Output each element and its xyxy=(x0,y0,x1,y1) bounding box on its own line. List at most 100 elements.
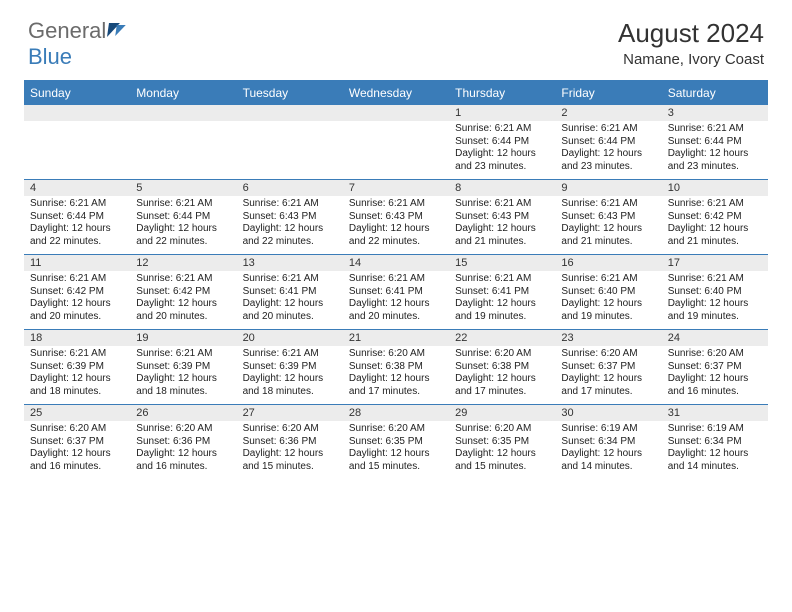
sunrise-text: Sunrise: 6:20 AM xyxy=(668,348,762,361)
day-number: 17 xyxy=(662,255,768,271)
day-detail: Sunrise: 6:20 AMSunset: 6:35 PMDaylight:… xyxy=(343,421,449,479)
daylight-text: Daylight: 12 hours and 22 minutes. xyxy=(136,223,230,248)
sunset-text: Sunset: 6:41 PM xyxy=(349,286,443,299)
daylight-text: Daylight: 12 hours and 15 minutes. xyxy=(243,448,337,473)
sunset-text: Sunset: 6:39 PM xyxy=(136,361,230,374)
day-number: 28 xyxy=(343,405,449,421)
day-detail: Sunrise: 6:20 AMSunset: 6:38 PMDaylight:… xyxy=(449,346,555,404)
day-number: 2 xyxy=(555,105,661,121)
daylight-text: Daylight: 12 hours and 14 minutes. xyxy=(561,448,655,473)
day-detail: Sunrise: 6:19 AMSunset: 6:34 PMDaylight:… xyxy=(662,421,768,479)
calendar-header-row: Sunday Monday Tuesday Wednesday Thursday… xyxy=(24,82,768,104)
day-detail: Sunrise: 6:19 AMSunset: 6:34 PMDaylight:… xyxy=(555,421,661,479)
calendar-cell: 8Sunrise: 6:21 AMSunset: 6:43 PMDaylight… xyxy=(449,180,555,254)
calendar-cell: 7Sunrise: 6:21 AMSunset: 6:43 PMDaylight… xyxy=(343,180,449,254)
sunrise-text: Sunrise: 6:21 AM xyxy=(349,198,443,211)
sunrise-text: Sunrise: 6:20 AM xyxy=(349,348,443,361)
day-detail: Sunrise: 6:21 AMSunset: 6:43 PMDaylight:… xyxy=(555,196,661,254)
day-detail: Sunrise: 6:21 AMSunset: 6:39 PMDaylight:… xyxy=(237,346,343,404)
day-detail: Sunrise: 6:20 AMSunset: 6:38 PMDaylight:… xyxy=(343,346,449,404)
daylight-text: Daylight: 12 hours and 19 minutes. xyxy=(561,298,655,323)
day-number xyxy=(237,105,343,121)
daylight-text: Daylight: 12 hours and 23 minutes. xyxy=(455,148,549,173)
sunrise-text: Sunrise: 6:21 AM xyxy=(136,273,230,286)
day-detail: Sunrise: 6:21 AMSunset: 6:43 PMDaylight:… xyxy=(343,196,449,254)
sunrise-text: Sunrise: 6:21 AM xyxy=(243,198,337,211)
sunrise-text: Sunrise: 6:20 AM xyxy=(455,423,549,436)
calendar-cell xyxy=(343,105,449,179)
daylight-text: Daylight: 12 hours and 21 minutes. xyxy=(455,223,549,248)
day-number: 23 xyxy=(555,330,661,346)
daylight-text: Daylight: 12 hours and 22 minutes. xyxy=(30,223,124,248)
day-detail: Sunrise: 6:21 AMSunset: 6:43 PMDaylight:… xyxy=(449,196,555,254)
daylight-text: Daylight: 12 hours and 18 minutes. xyxy=(30,373,124,398)
sunset-text: Sunset: 6:44 PM xyxy=(136,211,230,224)
day-detail: Sunrise: 6:21 AMSunset: 6:44 PMDaylight:… xyxy=(662,121,768,179)
sunset-text: Sunset: 6:41 PM xyxy=(455,286,549,299)
header-thursday: Thursday xyxy=(449,82,555,104)
month-title: August 2024 xyxy=(618,18,764,49)
calendar-cell: 24Sunrise: 6:20 AMSunset: 6:37 PMDayligh… xyxy=(662,330,768,404)
sunrise-text: Sunrise: 6:21 AM xyxy=(349,273,443,286)
day-number: 3 xyxy=(662,105,768,121)
day-detail: Sunrise: 6:20 AMSunset: 6:35 PMDaylight:… xyxy=(449,421,555,479)
sunset-text: Sunset: 6:43 PM xyxy=(561,211,655,224)
sunset-text: Sunset: 6:37 PM xyxy=(668,361,762,374)
day-number: 14 xyxy=(343,255,449,271)
calendar-body: 1Sunrise: 6:21 AMSunset: 6:44 PMDaylight… xyxy=(24,104,768,479)
day-number: 15 xyxy=(449,255,555,271)
daylight-text: Daylight: 12 hours and 22 minutes. xyxy=(349,223,443,248)
sunset-text: Sunset: 6:39 PM xyxy=(30,361,124,374)
calendar-cell xyxy=(130,105,236,179)
sunrise-text: Sunrise: 6:21 AM xyxy=(668,273,762,286)
day-number: 30 xyxy=(555,405,661,421)
sunrise-text: Sunrise: 6:21 AM xyxy=(561,273,655,286)
day-detail: Sunrise: 6:20 AMSunset: 6:37 PMDaylight:… xyxy=(555,346,661,404)
sunrise-text: Sunrise: 6:20 AM xyxy=(136,423,230,436)
sunrise-text: Sunrise: 6:21 AM xyxy=(243,273,337,286)
sunrise-text: Sunrise: 6:21 AM xyxy=(30,198,124,211)
day-detail: Sunrise: 6:20 AMSunset: 6:37 PMDaylight:… xyxy=(662,346,768,404)
calendar-week-row: 1Sunrise: 6:21 AMSunset: 6:44 PMDaylight… xyxy=(24,104,768,179)
calendar-grid: Sunday Monday Tuesday Wednesday Thursday… xyxy=(24,80,768,479)
header-wednesday: Wednesday xyxy=(343,82,449,104)
sunset-text: Sunset: 6:37 PM xyxy=(561,361,655,374)
day-detail: Sunrise: 6:21 AMSunset: 6:44 PMDaylight:… xyxy=(130,196,236,254)
day-number: 31 xyxy=(662,405,768,421)
header-sunday: Sunday xyxy=(24,82,130,104)
calendar-cell: 25Sunrise: 6:20 AMSunset: 6:37 PMDayligh… xyxy=(24,405,130,479)
sunrise-text: Sunrise: 6:20 AM xyxy=(349,423,443,436)
day-number: 10 xyxy=(662,180,768,196)
calendar-cell: 16Sunrise: 6:21 AMSunset: 6:40 PMDayligh… xyxy=(555,255,661,329)
sunset-text: Sunset: 6:38 PM xyxy=(349,361,443,374)
header-friday: Friday xyxy=(555,82,661,104)
sunset-text: Sunset: 6:42 PM xyxy=(136,286,230,299)
sunset-text: Sunset: 6:42 PM xyxy=(668,211,762,224)
header-saturday: Saturday xyxy=(662,82,768,104)
day-number: 16 xyxy=(555,255,661,271)
calendar-cell: 22Sunrise: 6:20 AMSunset: 6:38 PMDayligh… xyxy=(449,330,555,404)
sunrise-text: Sunrise: 6:20 AM xyxy=(30,423,124,436)
daylight-text: Daylight: 12 hours and 16 minutes. xyxy=(668,373,762,398)
daylight-text: Daylight: 12 hours and 20 minutes. xyxy=(243,298,337,323)
daylight-text: Daylight: 12 hours and 18 minutes. xyxy=(136,373,230,398)
calendar-cell: 6Sunrise: 6:21 AMSunset: 6:43 PMDaylight… xyxy=(237,180,343,254)
sunset-text: Sunset: 6:42 PM xyxy=(30,286,124,299)
sunrise-text: Sunrise: 6:21 AM xyxy=(561,198,655,211)
daylight-text: Daylight: 12 hours and 14 minutes. xyxy=(668,448,762,473)
day-number xyxy=(130,105,236,121)
sunset-text: Sunset: 6:34 PM xyxy=(668,436,762,449)
calendar-cell: 4Sunrise: 6:21 AMSunset: 6:44 PMDaylight… xyxy=(24,180,130,254)
calendar-cell xyxy=(237,105,343,179)
sunset-text: Sunset: 6:40 PM xyxy=(668,286,762,299)
calendar-cell: 28Sunrise: 6:20 AMSunset: 6:35 PMDayligh… xyxy=(343,405,449,479)
day-number: 19 xyxy=(130,330,236,346)
calendar-cell: 1Sunrise: 6:21 AMSunset: 6:44 PMDaylight… xyxy=(449,105,555,179)
day-number xyxy=(24,105,130,121)
day-detail: Sunrise: 6:21 AMSunset: 6:44 PMDaylight:… xyxy=(449,121,555,179)
calendar-cell: 20Sunrise: 6:21 AMSunset: 6:39 PMDayligh… xyxy=(237,330,343,404)
calendar-week-row: 4Sunrise: 6:21 AMSunset: 6:44 PMDaylight… xyxy=(24,179,768,254)
sunset-text: Sunset: 6:44 PM xyxy=(455,136,549,149)
day-detail: Sunrise: 6:21 AMSunset: 6:44 PMDaylight:… xyxy=(555,121,661,179)
sunset-text: Sunset: 6:39 PM xyxy=(243,361,337,374)
